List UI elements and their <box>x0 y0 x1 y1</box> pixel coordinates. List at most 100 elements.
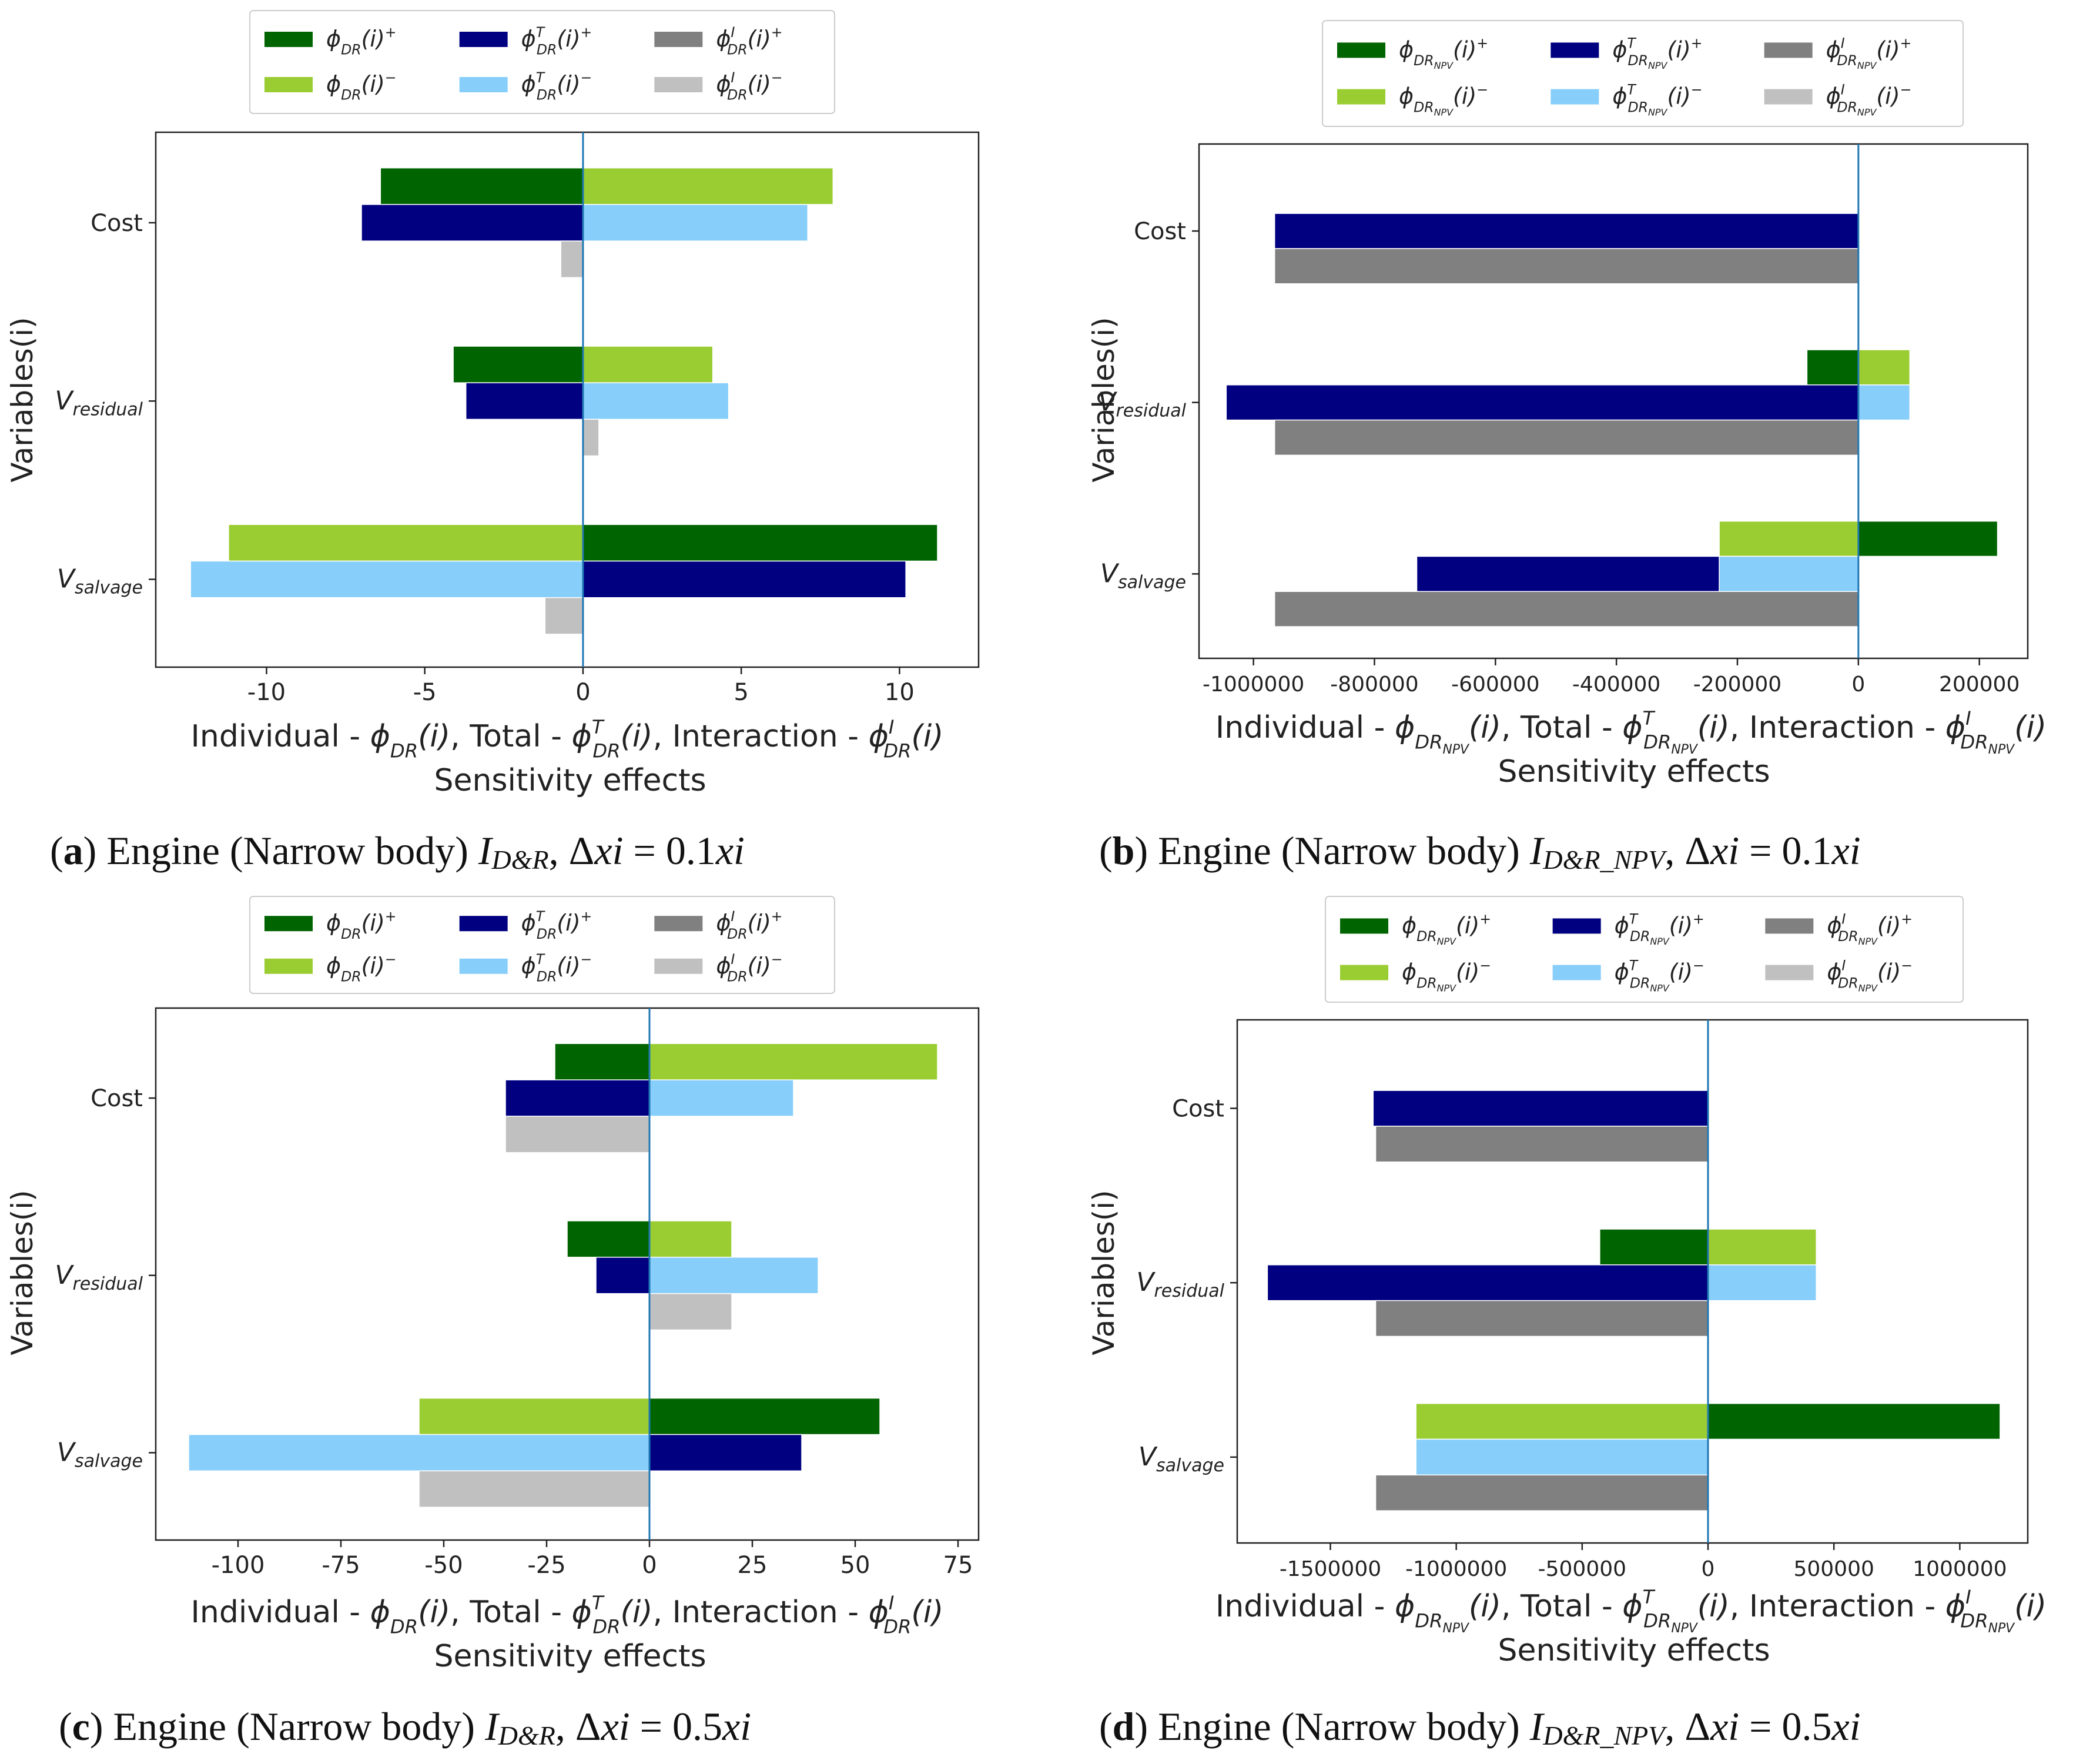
x-axis-label-sensitivity: Sensitivity effects <box>434 763 706 798</box>
bar-ind_minus-vsalvage <box>418 1397 650 1435</box>
y-tick-label-vsalvage: Vsalvage <box>57 564 143 598</box>
x-axis-label: Individual - ϕDR(i), Total - ϕT DR(i), In… <box>191 1592 944 1638</box>
x-tick-label: -500000 <box>1538 1557 1626 1581</box>
bar-tot_minus-vsalvage <box>1415 1438 1709 1476</box>
bar-int_plus-vresidual <box>1375 1300 1709 1337</box>
bar-int_minus-vsalvage <box>418 1470 650 1508</box>
bar-int_minus-cost <box>505 1116 650 1153</box>
x-tick-label: -50 <box>424 1552 463 1579</box>
x-tick-label: -1000000 <box>1203 672 1304 697</box>
legend-label-int_plus: ϕI DRNPV(i)+ <box>1826 35 1912 71</box>
bar-tot_plus-vresidual <box>465 382 584 420</box>
y-tick-label-cost: Cost <box>91 210 143 237</box>
bar-ind_plus-vsalvage <box>649 1397 880 1435</box>
legend-swatch-int_minus <box>654 958 703 974</box>
bar-tot_plus-vsalvage <box>649 1434 802 1472</box>
x-axis-label-sensitivity: Sensitivity effects <box>1498 1633 1770 1668</box>
y-axis-label: Variables(i) <box>5 1190 39 1355</box>
bar-ind_plus-vresidual <box>1806 349 1859 386</box>
x-tick-label: 50 <box>840 1552 870 1579</box>
bar-ind_minus-vresidual <box>649 1220 732 1258</box>
bar-tot_minus-vresidual <box>582 382 729 420</box>
legend-label-int_minus: ϕI DR(i)− <box>716 69 782 103</box>
caption-b: (b) Engine (Narrow body) ID&R_NPV, Δxi =… <box>1099 828 1861 875</box>
legend-swatch-int_minus <box>654 77 703 92</box>
bar-tot_plus-cost <box>1372 1090 1709 1127</box>
legend-label-tot_plus: ϕT DRNPV(i)+ <box>1612 35 1702 71</box>
x-axis-label-sensitivity: Sensitivity effects <box>434 1639 706 1674</box>
x-tick-label: -800000 <box>1330 672 1418 697</box>
legend-swatch-ind_plus <box>264 916 313 932</box>
x-tick-label: 1000000 <box>1913 1557 2007 1581</box>
y-tick-label-vresidual: Vresidual <box>1136 1267 1224 1301</box>
bar-tot_plus-cost <box>505 1079 650 1117</box>
bar-tot_minus-vresidual <box>1858 384 1911 421</box>
bar-ind_plus-vsalvage <box>1858 520 1998 557</box>
legend-label-ind_plus: ϕDRNPV(i)+ <box>1402 911 1491 947</box>
bar-ind_minus-vresidual <box>1707 1229 1817 1266</box>
bar-ind_plus-cost <box>554 1043 650 1080</box>
bar-int_minus-vsalvage <box>544 597 584 635</box>
legend-label-int_minus: ϕI DRNPV(i)− <box>1827 958 1913 994</box>
bar-ind_minus-cost <box>649 1043 938 1080</box>
bar-ind_minus-vresidual <box>1858 349 1911 386</box>
legend-swatch-int_minus <box>1765 965 1814 980</box>
bar-int_plus-vsalvage <box>1274 591 1859 627</box>
bar-ind_minus-cost <box>582 167 834 205</box>
y-axis-label: Variables(i) <box>1087 317 1121 482</box>
legend: ϕDR(i)+ ϕT DR(i)+ ϕI DR(i)+ ϕDR(i)− ϕT DR(i)− ϕI… <box>249 10 835 114</box>
bar-ind_plus-vresidual <box>453 346 584 383</box>
x-tick-label: 500000 <box>1793 1557 1874 1581</box>
bar-ind_minus-vsalvage <box>1719 520 1859 557</box>
x-axis-label: Individual - ϕDRNPV(i), Total - ϕT DRNPV(… <box>1215 707 2047 757</box>
bar-ind_minus-vsalvage <box>228 524 584 562</box>
legend-label-int_plus: ϕI DR(i)+ <box>716 908 782 942</box>
bar-ind_minus-vsalvage <box>1415 1403 1709 1440</box>
x-tick-label: -1000000 <box>1405 1557 1507 1581</box>
bar-ind_minus-vresidual <box>582 346 714 383</box>
bar-int_plus-cost <box>1375 1126 1709 1163</box>
legend-swatch-ind_plus <box>1337 42 1385 58</box>
legend-swatch-ind_minus <box>1337 89 1385 105</box>
legend-swatch-tot_plus <box>1551 42 1599 58</box>
legend-swatch-tot_plus <box>459 916 508 932</box>
bar-ind_plus-vsalvage <box>582 524 938 562</box>
y-axis-label: Variables(i) <box>1087 1190 1121 1355</box>
legend-swatch-int_plus <box>654 32 703 47</box>
x-axis-label: Individual - ϕDR(i), Total - ϕT DR(i), In… <box>191 716 944 762</box>
x-tick-label: -200000 <box>1693 672 1781 697</box>
bar-tot_plus-vsalvage <box>582 560 906 598</box>
legend-swatch-tot_minus <box>459 77 508 92</box>
chart-panel-b: -1000000 -800000 -600000 -400000 -200000 0 200… <box>1087 20 2047 875</box>
bar-tot_minus-cost <box>582 204 808 242</box>
bar-tot_plus-vresidual <box>1225 384 1859 421</box>
legend-swatch-tot_minus <box>1551 89 1599 105</box>
bar-tot_plus-vresidual <box>1267 1264 1709 1301</box>
legend-label-int_plus: ϕI DR(i)+ <box>716 24 782 58</box>
legend-label-tot_minus: ϕT DR(i)− <box>521 951 592 985</box>
legend-swatch-tot_plus <box>459 32 508 47</box>
x-tick-label: -25 <box>527 1552 565 1579</box>
chart-panel-c: -100 -75 -50 -25 0 25 50 75 Cost Vresidual Vsalvag… <box>5 896 980 1750</box>
x-tick-label: 0 <box>575 679 590 706</box>
x-axis-label: Individual - ϕDRNPV(i), Total - ϕT DRNPV(… <box>1215 1586 2047 1636</box>
chart-panel-d: -1500000 -1000000 -500000 0 500000 1000000 Cos… <box>1087 896 2047 1750</box>
bar-tot_minus-vresidual <box>649 1257 819 1294</box>
bar-int_minus-vresidual <box>649 1293 732 1331</box>
y-tick-label-cost: Cost <box>1134 218 1186 245</box>
legend-swatch-int_plus <box>1765 918 1814 934</box>
legend-label-ind_minus: ϕDRNPV(i)− <box>1402 958 1491 994</box>
legend: ϕDRNPV(i)+ ϕT DRNPV(i)+ ϕI DRNPV(i)+ ϕDRNPV(i… <box>1325 896 1964 1003</box>
x-axis-label-sensitivity: Sensitivity effects <box>1498 754 1770 789</box>
bar-tot_plus-cost <box>361 204 584 242</box>
legend-swatch-ind_plus <box>264 32 313 47</box>
y-axis-label: Variables(i) <box>5 317 39 482</box>
legend-swatch-ind_plus <box>1340 918 1388 934</box>
legend-label-tot_minus: ϕT DRNPV(i)− <box>1615 958 1704 994</box>
legend-label-tot_plus: ϕT DR(i)+ <box>521 908 592 942</box>
bar-tot_minus-vsalvage <box>190 560 584 598</box>
y-tick-label-cost: Cost <box>91 1085 143 1112</box>
legend-swatch-ind_minus <box>264 958 313 974</box>
x-tick-label: -75 <box>322 1552 360 1579</box>
